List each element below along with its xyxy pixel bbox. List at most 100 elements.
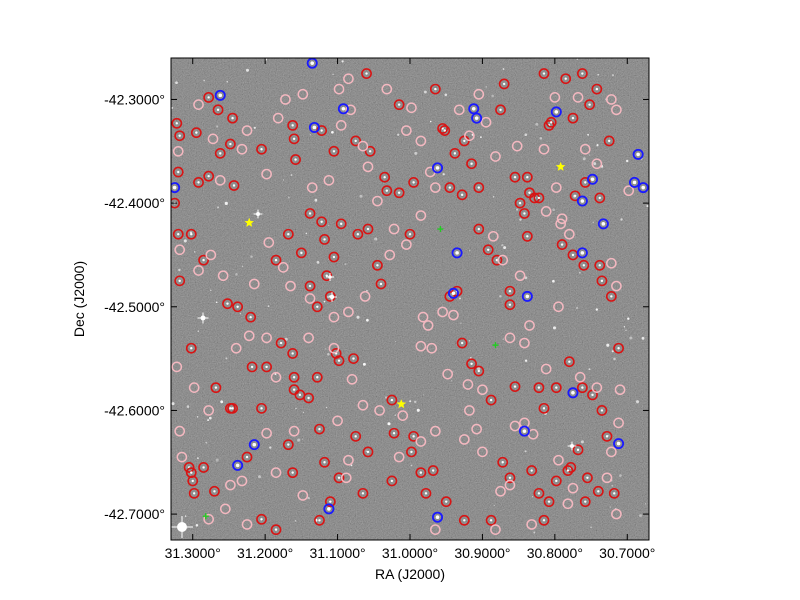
red-circle-marker — [185, 228, 197, 240]
red-circle-marker — [361, 68, 372, 79]
source-star-core — [617, 347, 620, 350]
background-star — [394, 414, 397, 417]
source-star-core — [190, 233, 193, 236]
pink-circle-marker — [477, 446, 488, 458]
pink-circle-marker — [207, 133, 219, 145]
red-circle-marker — [440, 496, 452, 508]
source-star-core — [434, 87, 437, 91]
source-star-core — [385, 189, 389, 192]
pink-circle-marker — [504, 479, 516, 491]
source-star-core — [460, 341, 464, 345]
source-star-core — [441, 127, 444, 130]
background-star — [362, 362, 366, 366]
source-star-core — [379, 282, 383, 286]
background-star — [429, 120, 432, 123]
pink-circle-marker — [304, 293, 316, 304]
background-star — [217, 206, 220, 209]
source-star-core — [197, 181, 200, 184]
pink-circle-marker — [601, 472, 613, 484]
background-star — [197, 330, 199, 332]
source-star-core — [470, 162, 473, 165]
red-circle-marker — [362, 223, 374, 235]
background-star — [239, 312, 242, 315]
pink-circle-marker — [519, 337, 530, 349]
blue-circle-marker — [337, 103, 349, 115]
background-star — [197, 457, 199, 459]
source-star-core — [590, 177, 595, 182]
pink-circle-marker — [480, 116, 492, 128]
pink-circle-marker — [205, 249, 217, 261]
bright-star-spike — [567, 441, 577, 451]
red-circle-marker — [591, 83, 603, 95]
background-star — [627, 317, 630, 320]
y-tick-label: -42.7000° — [104, 506, 165, 522]
y-tick-label: -42.4000° — [104, 195, 165, 211]
pink-circle-marker — [346, 373, 358, 385]
red-circle-marker — [420, 487, 432, 499]
pink-circle-marker — [553, 454, 564, 466]
red-circle-marker — [314, 514, 325, 526]
background-star — [220, 400, 224, 404]
y-tick-label: -42.3000° — [104, 91, 165, 107]
background-star — [485, 86, 487, 88]
red-circle-marker — [601, 430, 613, 442]
red-circle-marker — [171, 117, 183, 129]
background-star — [576, 306, 579, 310]
pink-circle-marker — [217, 270, 229, 282]
blue-circle-marker — [521, 290, 533, 302]
bright-star-spike — [253, 209, 263, 219]
red-circle-marker — [172, 228, 184, 240]
pink-circle-marker — [401, 239, 412, 250]
source-star-core — [207, 174, 210, 178]
source-star-core — [571, 116, 575, 120]
background-star — [331, 130, 334, 134]
pink-circle-marker — [359, 291, 371, 302]
pink-circle-marker — [172, 145, 184, 157]
source-star-core — [451, 291, 456, 296]
red-circle-marker — [209, 485, 220, 497]
background-star — [224, 201, 228, 205]
pink-circle-marker — [611, 280, 622, 292]
x-tick-label: 31.1000° — [309, 545, 365, 561]
pink-circle-marker — [214, 174, 226, 186]
pink-circle-marker — [524, 320, 535, 331]
pink-circle-marker — [230, 342, 242, 354]
background-star — [314, 198, 318, 202]
pink-circle-marker — [277, 262, 289, 273]
red-circle-marker — [246, 361, 258, 373]
red-circle-marker — [565, 462, 577, 473]
background-star — [416, 408, 420, 412]
red-circle-marker — [288, 133, 300, 145]
background-star — [171, 106, 174, 109]
pink-circle-marker — [464, 405, 475, 416]
source-star-core — [260, 518, 263, 521]
source-star-core — [236, 305, 239, 308]
red-circle-marker — [210, 382, 222, 394]
background-star — [178, 268, 181, 272]
red-circle-marker — [427, 465, 439, 476]
pink-circle-marker — [579, 143, 591, 155]
background-star — [452, 371, 454, 373]
background-star — [288, 196, 290, 199]
red-circle-marker — [495, 104, 506, 116]
green-cross-marker — [492, 342, 499, 349]
source-star-core — [291, 352, 294, 355]
red-circle-marker — [485, 394, 497, 406]
source-star-core — [310, 61, 315, 65]
source-star-core — [250, 365, 254, 369]
source-star-core — [316, 305, 319, 308]
source-star-core — [332, 150, 336, 153]
source-star-core — [412, 435, 415, 438]
red-circle-marker — [190, 127, 202, 139]
pink-circle-marker — [174, 425, 186, 437]
source-star-core — [218, 93, 223, 98]
red-circle-marker — [393, 99, 405, 111]
blue-circle-marker — [597, 218, 609, 230]
background-star — [532, 496, 534, 498]
pink-circle-marker — [526, 519, 538, 530]
source-star-core — [320, 220, 323, 223]
source-star-core — [192, 492, 196, 495]
red-circle-marker — [533, 382, 545, 394]
red-circle-marker — [256, 402, 267, 414]
red-circle-marker — [404, 228, 416, 240]
